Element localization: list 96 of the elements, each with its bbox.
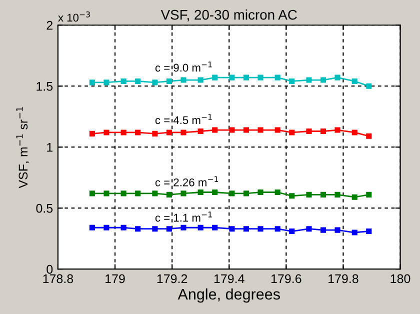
point [120,78,126,84]
point [152,80,158,86]
point [243,74,250,80]
point [306,77,312,83]
point [334,192,340,198]
point [166,78,172,84]
point [258,189,264,196]
point [289,78,295,84]
point [258,226,264,232]
point [320,227,326,233]
point [366,228,372,234]
point [334,227,340,233]
point [198,224,204,230]
point [352,130,358,136]
point [212,127,218,133]
chart-title: VSF, 20-30 micron AC [160,10,297,22]
point [212,189,218,196]
point [166,192,172,198]
point [135,130,141,136]
y-tick-label: 0 [46,264,53,274]
point [120,190,126,196]
text: x 10$^{−3}$ [58,11,90,22]
series-label: c = 4.5 m$^{−1}$ [155,114,212,124]
point [152,130,158,136]
point [229,127,235,133]
point [104,130,110,136]
point [306,192,312,198]
x-tick-label: 179.2 [157,274,188,284]
point [352,78,358,84]
y-tick-label: 1.5 [36,82,53,91]
point [352,194,358,200]
point [306,226,312,232]
point [120,224,126,230]
point [258,127,264,133]
point [166,226,172,232]
point [352,230,358,236]
point [274,74,280,80]
x-tick-label: 178.8 [43,274,74,284]
point [320,128,326,134]
point [366,83,372,89]
point [180,224,186,230]
point [212,224,218,230]
point [320,77,326,83]
point [180,130,186,136]
x-tick-label: 179.4 [214,274,244,284]
point [320,192,326,198]
point [334,127,340,133]
y-tick-label: 0.5 [36,204,53,213]
point [152,190,158,196]
point [243,226,250,232]
point [289,228,295,234]
series-label: c = 1.1 m$^{−1}$ [155,212,212,222]
point [89,80,95,86]
point [274,226,280,232]
y-tick-label: 1 [47,143,52,152]
point [306,128,312,134]
point [135,226,141,232]
y-tick-label: 2 [46,20,52,30]
point [89,190,95,196]
point [229,190,235,196]
point [198,77,204,83]
point [289,193,295,199]
series-label: c = 2.26 m$^{−1}$ [155,176,218,186]
point [152,226,158,232]
y-axis-title: VSF, m$^{−1}$ sr$^{−1}$ [16,107,30,188]
point [104,224,110,230]
point [135,78,141,84]
point [289,130,295,136]
point [229,226,235,232]
point [166,130,172,136]
point [334,74,340,80]
point [243,190,250,196]
point [180,77,186,83]
x-axis-title: Angle, degrees [178,288,280,303]
point [243,127,250,133]
x-tick-label: 179.8 [328,274,358,284]
point [135,190,141,196]
point [229,74,235,80]
point [104,80,110,86]
point [180,190,186,196]
point [89,224,95,230]
x-tick-label: 180 [390,274,410,284]
point [366,133,372,139]
point [274,127,280,133]
point [104,190,110,196]
point [274,189,280,196]
point [258,74,264,80]
point [198,128,204,134]
x-tick-label: 179 [106,274,125,284]
x-tick-label: 179.6 [271,274,302,284]
series-label: c = 9.0 m$^{−1}$ [155,62,212,72]
point [198,189,204,196]
point [212,74,218,80]
point [366,192,372,198]
point [120,130,126,136]
point [89,130,95,136]
